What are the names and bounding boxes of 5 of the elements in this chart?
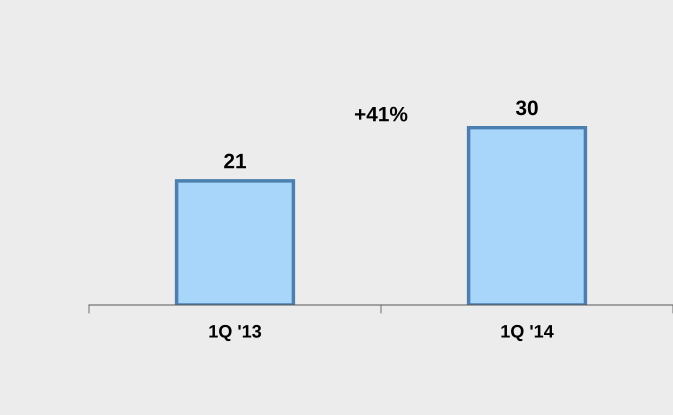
text: +41% [354, 106, 408, 122]
data-label: 21 [224, 154, 246, 168]
data-label: 30 [516, 100, 538, 116]
x-tick-label: 1Q '14 [501, 324, 554, 342]
x-tick-label: 1Q '13 [209, 324, 262, 342]
